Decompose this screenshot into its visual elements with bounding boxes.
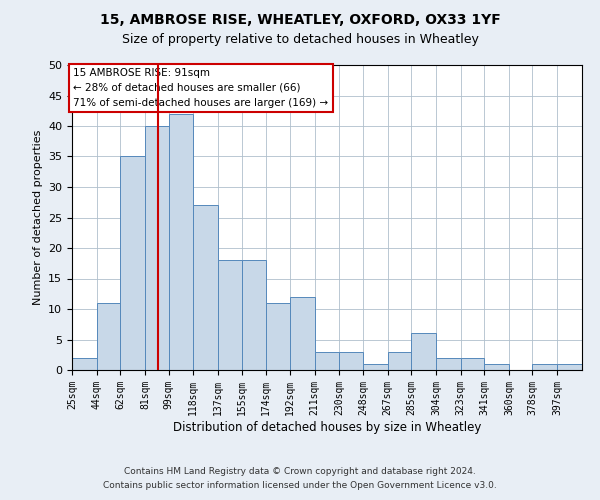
Text: Size of property relative to detached houses in Wheatley: Size of property relative to detached ho…: [122, 32, 478, 46]
Bar: [411, 334, 436, 370]
Text: 15 AMBROSE RISE: 91sqm
← 28% of detached houses are smaller (66)
71% of semi-det: 15 AMBROSE RISE: 91sqm ← 28% of detached…: [73, 68, 328, 108]
Bar: [461, 358, 484, 370]
Bar: [97, 303, 120, 370]
Bar: [72, 358, 97, 370]
Bar: [290, 297, 314, 370]
Bar: [314, 352, 340, 370]
Bar: [363, 364, 388, 370]
Bar: [266, 303, 290, 370]
Bar: [388, 352, 411, 370]
Bar: [436, 358, 461, 370]
Text: 15, AMBROSE RISE, WHEATLEY, OXFORD, OX33 1YF: 15, AMBROSE RISE, WHEATLEY, OXFORD, OX33…: [100, 12, 500, 26]
Bar: [218, 260, 242, 370]
Y-axis label: Number of detached properties: Number of detached properties: [32, 130, 43, 305]
Bar: [340, 352, 363, 370]
X-axis label: Distribution of detached houses by size in Wheatley: Distribution of detached houses by size …: [173, 420, 481, 434]
Bar: [145, 126, 169, 370]
Text: Contains public sector information licensed under the Open Government Licence v3: Contains public sector information licen…: [103, 481, 497, 490]
Bar: [484, 364, 509, 370]
Bar: [557, 364, 582, 370]
Bar: [532, 364, 557, 370]
Text: Contains HM Land Registry data © Crown copyright and database right 2024.: Contains HM Land Registry data © Crown c…: [124, 467, 476, 476]
Bar: [120, 156, 145, 370]
Bar: [169, 114, 193, 370]
Bar: [193, 206, 218, 370]
Bar: [242, 260, 266, 370]
